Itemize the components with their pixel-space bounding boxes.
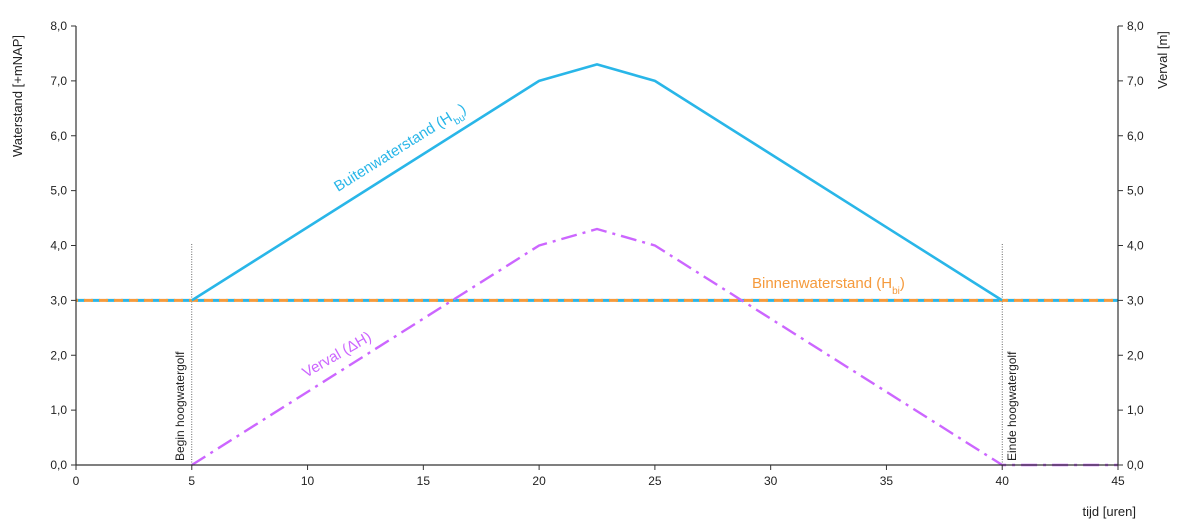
- y-tick-label-left: 0,0: [50, 458, 67, 472]
- event-marker-label: Begin hoogwatergolf: [173, 351, 187, 461]
- y-tick-label-right: 1,0: [1127, 403, 1144, 417]
- y-tick-label-left: 2,0: [50, 348, 67, 362]
- y-tick-label-right: 8,0: [1127, 19, 1144, 33]
- y-tick-label-left: 4,0: [50, 239, 67, 253]
- x-tick-label: 15: [417, 474, 431, 488]
- x-axis-title: tijd [uren]: [1083, 504, 1136, 519]
- x-tick-label: 40: [996, 474, 1010, 488]
- y-tick-label-right: 5,0: [1127, 184, 1144, 198]
- y-axis-left-title: Waterstand [+mNAP]: [10, 35, 25, 157]
- y-tick-label-left: 6,0: [50, 129, 67, 143]
- tick-labels: 0,0 0,0 1,0 1,0 2,0 2,0 3,0 3,0 4,0 4,0 5,0 5,0 6,0 6…: [50, 19, 1144, 488]
- event-markers: Begin hoogwatergolf Einde hoogwatergolf: [173, 244, 1019, 465]
- axes: [71, 25, 1123, 470]
- y-tick-label-left: 8,0: [50, 19, 67, 33]
- x-tick-label: 25: [648, 474, 662, 488]
- series-labels: Buitenwaterstand (Hbu) Binnenwaterstand (…: [300, 100, 905, 381]
- y-tick-label-left: 5,0: [50, 184, 67, 198]
- y-tick-label-left: 3,0: [50, 293, 67, 307]
- series-line-verval: [191, 227, 1118, 467]
- x-tick-label: 30: [764, 474, 778, 488]
- event-marker-label: Einde hoogwatergolf: [1005, 351, 1019, 461]
- x-tick-label: 5: [188, 474, 195, 488]
- x-tick-label: 0: [73, 474, 80, 488]
- series-line-buiten: [191, 63, 1003, 302]
- y-tick-label-left: 7,0: [50, 74, 67, 88]
- y-tick-label-right: 7,0: [1127, 74, 1144, 88]
- y-tick-label-left: 1,0: [50, 403, 67, 417]
- y-tick-label-right: 3,0: [1127, 293, 1144, 307]
- series-label-buiten: Buitenwaterstand (Hbu): [331, 100, 471, 199]
- y-axis-right-title: Verval [m]: [1155, 31, 1170, 89]
- y-tick-label-right: 0,0: [1127, 458, 1144, 472]
- x-tick-label: 45: [1111, 474, 1125, 488]
- y-tick-label-right: 4,0: [1127, 239, 1144, 253]
- x-tick-label: 10: [301, 474, 315, 488]
- series-label-verval: Verval (ΔH): [300, 328, 375, 381]
- x-tick-label: 35: [880, 474, 894, 488]
- y-tick-label-right: 6,0: [1127, 129, 1144, 143]
- series-label-binnen: Binnenwaterstand (Hbi): [752, 275, 905, 297]
- series-lines: [76, 63, 1118, 467]
- y-tick-label-right: 2,0: [1127, 348, 1144, 362]
- x-tick-label: 20: [532, 474, 546, 488]
